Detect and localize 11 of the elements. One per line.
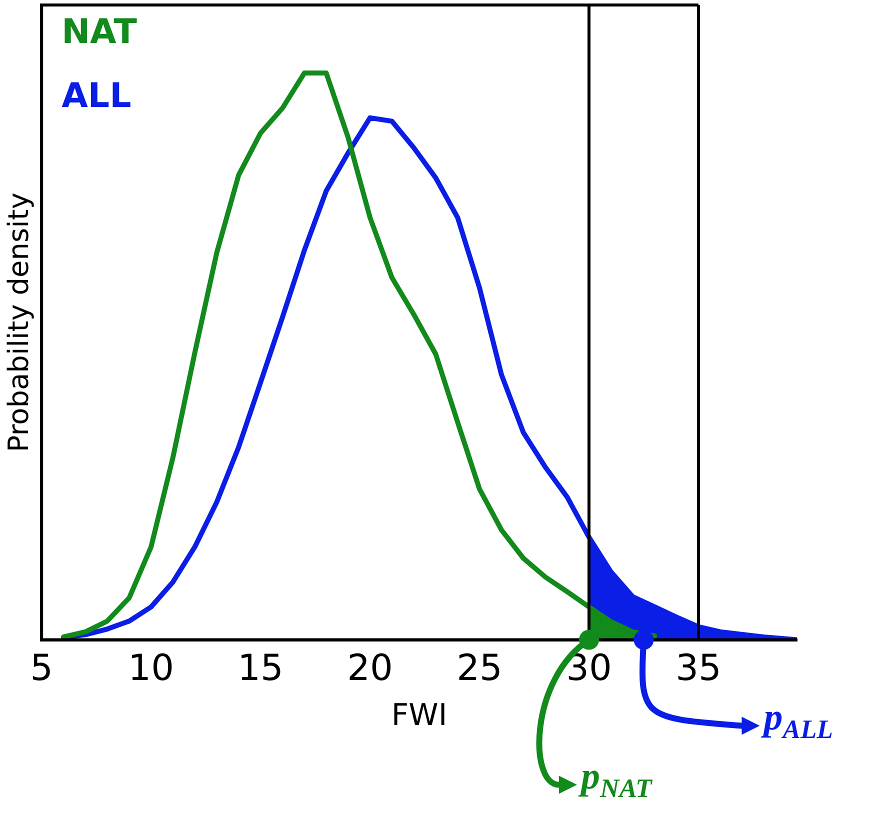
text: ALL [62,76,132,116]
x-tick-label: 30 [566,648,612,689]
x-tick-label: 20 [347,648,393,689]
y-axis-title: Probability density [2,192,36,452]
x-tick-label: 10 [128,648,174,689]
x-tick-label: 5 [30,648,54,689]
x-tick-label: 35 [676,648,722,689]
x-tick-label: 25 [456,648,502,689]
x-tick-label: 15 [238,648,284,689]
text: NAT [62,12,138,52]
x-axis-title: FWI [391,698,448,733]
